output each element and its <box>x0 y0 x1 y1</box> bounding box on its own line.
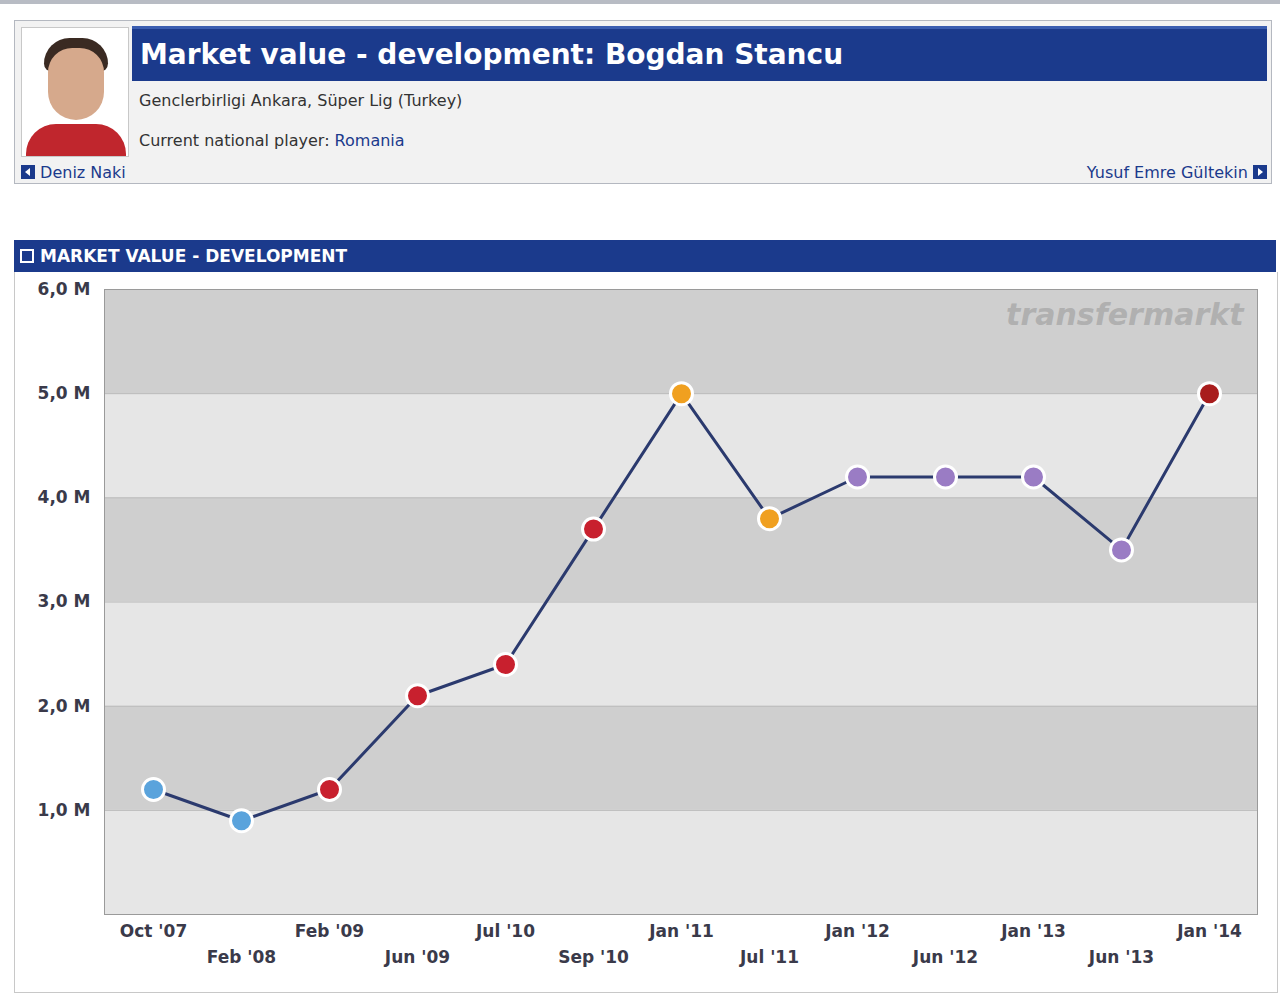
html-text:Deniz Naki: Deniz Naki <box>40 163 126 182</box>
svg-text:Jan '14: Jan '14 <box>1176 921 1242 941</box>
svg-text:Jan '12: Jan '12 <box>824 921 890 941</box>
html-text:Market value - development: Bo: Market value - development: Bogdan Stanc… <box>140 38 844 71</box>
svg-text:Jun '12: Jun '12 <box>912 947 978 967</box>
svg-text:Jan '13: Jan '13 <box>1000 921 1066 941</box>
svg-text:Jun '09: Jun '09 <box>384 947 450 967</box>
svg-text:2,0 M: 2,0 M <box>38 696 91 716</box>
svg-text:6,0 M: 6,0 M <box>38 279 91 299</box>
html-text:Genclerbirligi Ankara, Süper L: Genclerbirligi Ankara, Süper Lig (Turkey… <box>139 91 463 110</box>
svg-text:Oct '07: Oct '07 <box>120 921 187 941</box>
html-text:Current national player: Roman: Current national player: Romania <box>139 131 405 150</box>
svg-text:4,0 M: 4,0 M <box>38 487 91 507</box>
svg-text:1,0 M: 1,0 M <box>38 800 91 820</box>
svg-text:Feb '09: Feb '09 <box>295 921 364 941</box>
svg-text:Jul '10: Jul '10 <box>475 921 535 941</box>
svg-text:Feb '08: Feb '08 <box>207 947 276 967</box>
svg-text:Sep '10: Sep '10 <box>558 947 629 967</box>
svg-text:5,0 M: 5,0 M <box>38 383 91 403</box>
svg-text:transfermarkt: transfermarkt <box>1006 297 1245 332</box>
html-text:MARKET VALUE - DEVELOPMENT: MARKET VALUE - DEVELOPMENT <box>40 246 348 266</box>
svg-text:3,0 M: 3,0 M <box>38 591 91 611</box>
svg-text:Jun '13: Jun '13 <box>1088 947 1154 967</box>
svg-text:Jan '11: Jan '11 <box>648 921 714 941</box>
html-text:Yusuf Emre Gültekin: Yusuf Emre Gültekin <box>1086 163 1248 182</box>
svg-text:Jul '11: Jul '11 <box>739 947 799 967</box>
